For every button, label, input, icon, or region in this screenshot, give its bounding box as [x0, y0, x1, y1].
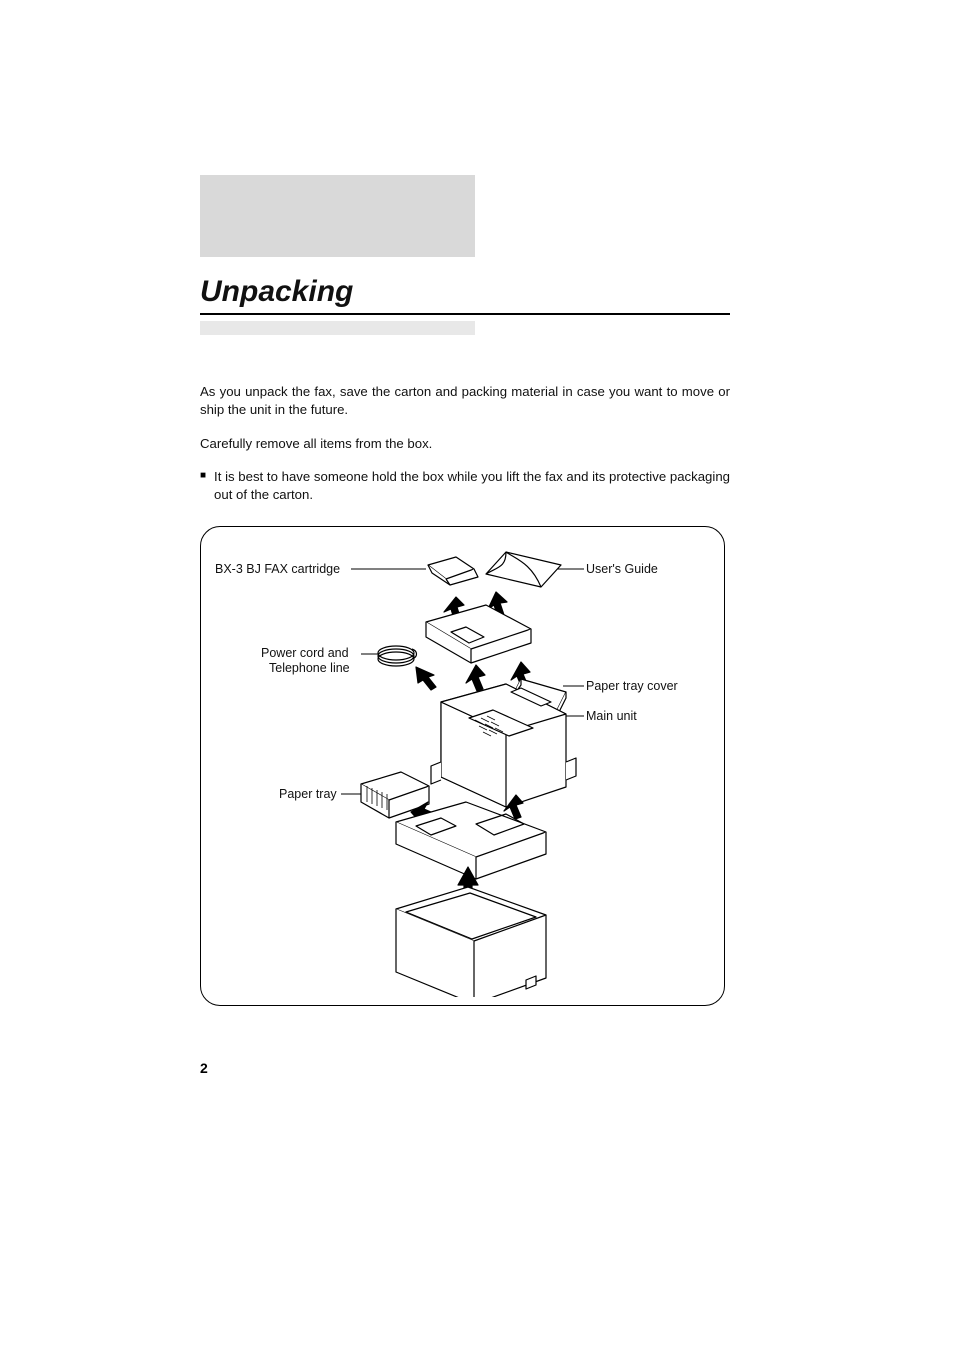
page-number: 2 [200, 1060, 208, 1076]
page-title: Unpacking [200, 275, 730, 309]
bullet-item: ■ It is best to have someone hold the bo… [200, 468, 730, 504]
bullet-text: It is best to have someone hold the box … [214, 468, 730, 504]
header-grey-block [200, 175, 475, 257]
unpacking-diagram: BX-3 BJ FAX cartridge User's Guide Power… [200, 526, 725, 1006]
bullet-square-icon: ■ [200, 468, 206, 504]
page-content: Unpacking As you unpack the fax, save th… [200, 175, 730, 1006]
subheader-grey-block [200, 321, 475, 335]
title-rule [200, 313, 730, 315]
exploded-view-icon [356, 537, 586, 997]
paragraph-1: As you unpack the fax, save the carton a… [200, 383, 730, 419]
paragraph-2: Carefully remove all items from the box. [200, 435, 730, 453]
